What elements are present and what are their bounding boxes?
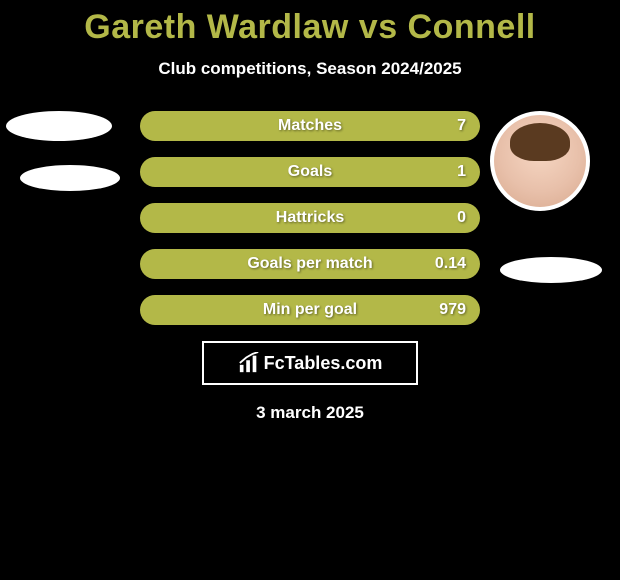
stat-value-right: 979 [439,301,466,319]
stat-label: Matches [278,117,342,135]
stat-bar: Matches 7 [140,111,480,141]
stat-bar: Hattricks 0 [140,203,480,233]
footer-date: 3 march 2025 [0,403,620,423]
left-player-ellipse-2 [20,165,120,191]
stat-label: Min per goal [263,301,357,319]
page-subtitle: Club competitions, Season 2024/2025 [0,59,620,79]
stat-label: Goals [288,163,332,181]
stat-value-right: 0.14 [435,255,466,273]
stat-value-right: 1 [457,163,466,181]
stat-bar: Min per goal 979 [140,295,480,325]
brand-name: FcTables.com [264,353,383,374]
comparison-chart: Matches 7 Goals 1 Hattricks 0 Goals per … [0,111,620,325]
right-player-badge-ellipse [500,257,602,283]
stat-bar: Goals per match 0.14 [140,249,480,279]
right-player-avatar [490,111,590,211]
stat-label: Hattricks [276,209,344,227]
stat-label: Goals per match [247,255,372,273]
fctables-chart-icon [238,352,260,374]
stat-bar: Goals 1 [140,157,480,187]
stat-value-right: 7 [457,117,466,135]
brand-logo-box: FcTables.com [202,341,418,385]
stat-value-right: 0 [457,209,466,227]
page-title: Gareth Wardlaw vs Connell [0,0,620,47]
left-player-ellipse-1 [6,111,112,141]
